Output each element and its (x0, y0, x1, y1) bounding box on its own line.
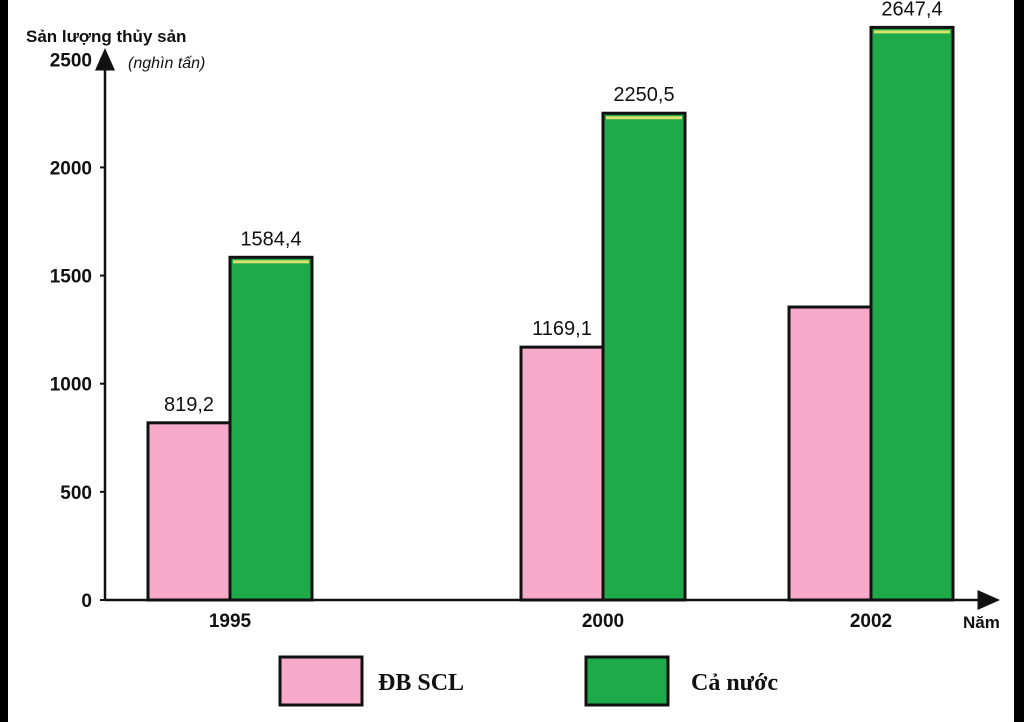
legend-label-dbscl: ĐB SCL (378, 670, 464, 696)
bar-ca-nuoc-2002 (869, 25, 955, 602)
bar-chart: Sản lượng thủy sản (nghìn tấn) Năm 0 500 1… (26, 0, 1000, 707)
bar-dbscl-1995 (146, 421, 232, 602)
bar-dbscl-2000 (519, 345, 605, 602)
y-axis-title: Sản lượng thủy sản (26, 27, 186, 46)
bar-highlight-2000 (606, 116, 682, 120)
data-label: 2250,5 (613, 84, 674, 106)
y-tick-label: 500 (60, 483, 92, 504)
y-tick-label: 1000 (50, 375, 92, 396)
legend-swatch-dbscl (278, 655, 364, 707)
bar-highlight-2002 (874, 30, 950, 34)
y-tick-label: 0 (81, 591, 92, 612)
x-category-label: 2002 (850, 611, 892, 632)
bar-ca-nuoc-2000 (601, 111, 687, 602)
bar-highlight-1995 (233, 260, 309, 264)
data-label: 1584,4 (240, 228, 301, 250)
chart-frame: Sản lượng thủy sản (nghìn tấn) Năm 0 500 1… (8, 0, 1014, 722)
y-tick-label: 2500 (50, 50, 92, 71)
data-label: 2647,4 (881, 0, 942, 20)
data-label: 819,2 (164, 394, 214, 416)
bar-ca-nuoc-1995 (228, 255, 314, 602)
y-tick-label: 2000 (50, 158, 92, 179)
y-tick-label: 1500 (50, 267, 92, 288)
x-category-label: 1995 (209, 611, 252, 632)
x-category-label: 2000 (582, 611, 624, 632)
data-label: 1169,1 (532, 318, 592, 340)
y-axis-unit: (nghìn tấn) (128, 55, 205, 72)
x-axis-title: Năm (963, 613, 1000, 632)
bar-dbscl-2002 (787, 305, 873, 602)
legend-swatch-ca-nuoc (584, 655, 670, 707)
legend-label-ca-nuoc: Cả nước (691, 670, 778, 696)
